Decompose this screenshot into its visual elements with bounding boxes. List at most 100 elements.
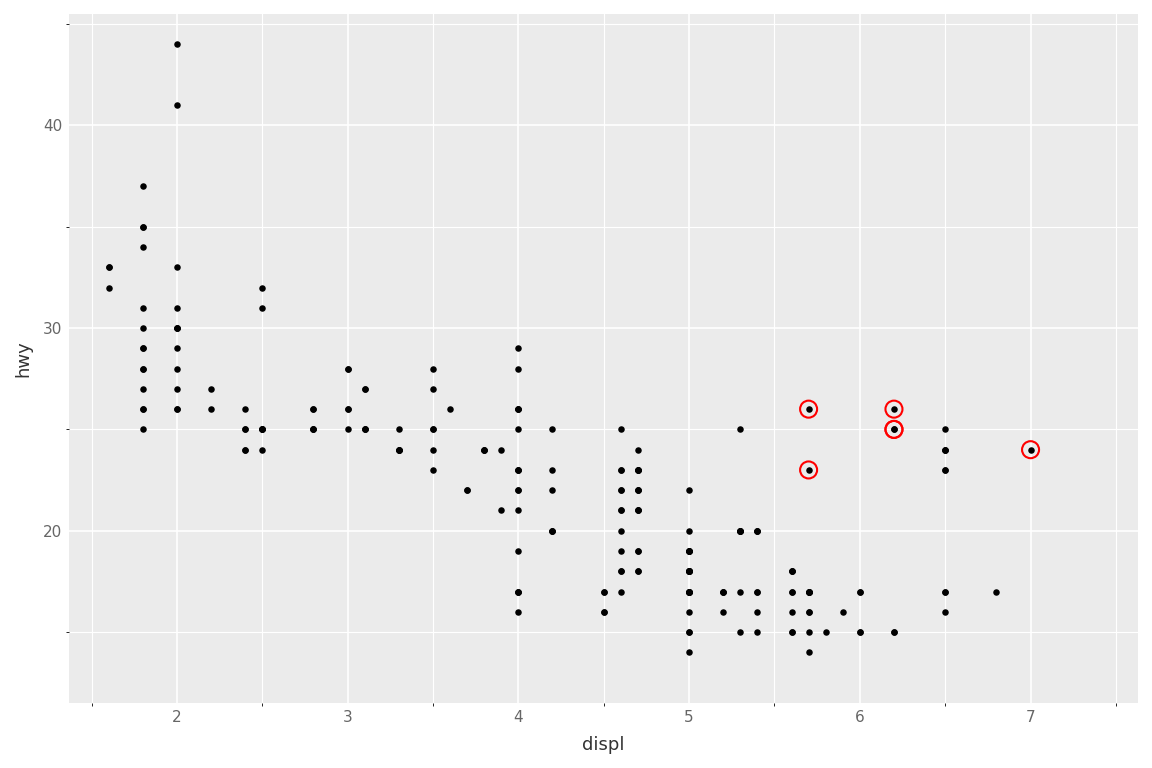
Point xyxy=(629,484,647,496)
Point xyxy=(782,565,801,578)
Point xyxy=(389,444,408,456)
Point xyxy=(748,606,766,618)
Point xyxy=(509,403,528,415)
Point xyxy=(612,505,630,517)
Point xyxy=(782,606,801,618)
Point xyxy=(799,585,818,598)
Point xyxy=(424,362,442,375)
Point xyxy=(134,302,152,314)
Point xyxy=(509,484,528,496)
Point xyxy=(885,423,903,435)
Point xyxy=(594,585,613,598)
Point xyxy=(935,464,954,476)
Point xyxy=(612,565,630,578)
Point xyxy=(168,322,187,334)
Point xyxy=(782,565,801,578)
Point xyxy=(544,423,562,435)
Point xyxy=(236,403,255,415)
Point xyxy=(732,423,750,435)
Point xyxy=(1022,444,1040,456)
Point xyxy=(714,585,733,598)
Point xyxy=(612,484,630,496)
Point xyxy=(799,464,818,476)
Point xyxy=(799,403,818,415)
Point xyxy=(680,565,698,578)
Point xyxy=(492,444,510,456)
Point xyxy=(680,585,698,598)
Point xyxy=(629,464,647,476)
Point xyxy=(475,444,493,456)
Point xyxy=(714,585,733,598)
Point xyxy=(680,484,698,496)
Point xyxy=(799,646,818,658)
Point xyxy=(680,545,698,557)
Point xyxy=(799,585,818,598)
Point xyxy=(304,423,323,435)
Point xyxy=(475,444,493,456)
Point xyxy=(339,403,357,415)
Point xyxy=(253,423,272,435)
Point xyxy=(99,261,118,273)
Point xyxy=(236,444,255,456)
Point xyxy=(714,606,733,618)
Point xyxy=(680,545,698,557)
Point xyxy=(748,626,766,638)
Point xyxy=(850,585,869,598)
Point xyxy=(748,525,766,537)
Point xyxy=(253,302,272,314)
Point xyxy=(134,241,152,253)
Point xyxy=(629,464,647,476)
Point xyxy=(680,565,698,578)
Point xyxy=(680,545,698,557)
Point xyxy=(612,505,630,517)
Point xyxy=(304,423,323,435)
Point xyxy=(424,423,442,435)
Point xyxy=(885,626,903,638)
Point xyxy=(424,423,442,435)
Point xyxy=(509,403,528,415)
Point xyxy=(168,343,187,355)
Point xyxy=(680,565,698,578)
Point xyxy=(612,464,630,476)
Point xyxy=(732,525,750,537)
Point xyxy=(168,99,187,111)
Point xyxy=(732,525,750,537)
Point xyxy=(134,382,152,395)
Point xyxy=(424,464,442,476)
Point xyxy=(509,403,528,415)
Point xyxy=(885,403,903,415)
Point xyxy=(594,606,613,618)
Point xyxy=(304,403,323,415)
Point xyxy=(680,525,698,537)
Point xyxy=(799,464,818,476)
Point xyxy=(253,423,272,435)
Point xyxy=(1022,444,1040,456)
Point xyxy=(885,626,903,638)
Point xyxy=(509,606,528,618)
Point xyxy=(680,585,698,598)
Point xyxy=(782,626,801,638)
Point xyxy=(885,403,903,415)
Point xyxy=(356,382,374,395)
Point xyxy=(612,423,630,435)
Point xyxy=(732,525,750,537)
Point xyxy=(629,565,647,578)
Point xyxy=(935,585,954,598)
Point xyxy=(99,281,118,293)
Point xyxy=(629,464,647,476)
Point xyxy=(817,626,835,638)
Point xyxy=(680,606,698,618)
Point xyxy=(168,38,187,51)
Point xyxy=(339,362,357,375)
Point xyxy=(748,525,766,537)
Point xyxy=(134,220,152,233)
Point xyxy=(935,606,954,618)
Point xyxy=(850,626,869,638)
Point xyxy=(509,505,528,517)
Point xyxy=(236,423,255,435)
Point xyxy=(509,423,528,435)
Point xyxy=(799,585,818,598)
Point xyxy=(885,423,903,435)
Point xyxy=(134,362,152,375)
Point xyxy=(799,606,818,618)
